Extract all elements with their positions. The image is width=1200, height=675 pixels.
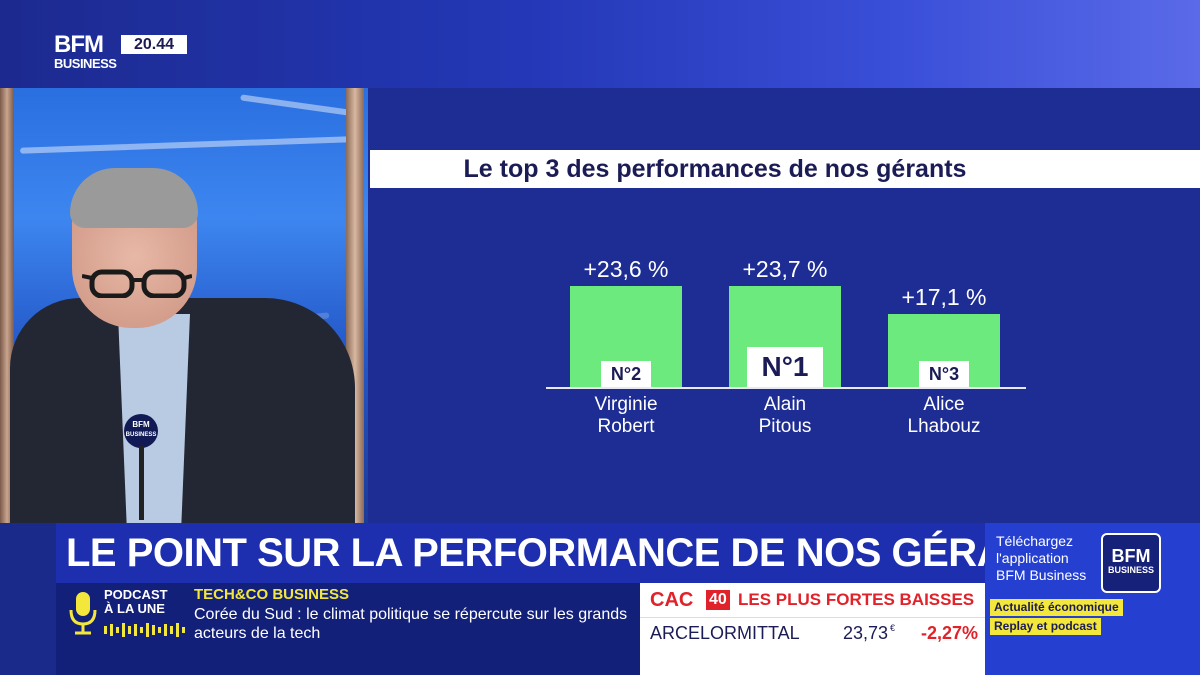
ticker-section-label: TECH&CO BUSINESS (194, 586, 350, 603)
category-label-line: Alice (923, 394, 965, 415)
app-logo-business: BUSINESS (1107, 565, 1154, 575)
promo-line-1: Téléchargez (996, 533, 1074, 549)
ticker-news-text: Corée du Sud : le climat politique se ré… (194, 606, 628, 642)
rank-badge: N°2 (601, 361, 651, 387)
audio-waveform-icon (104, 623, 185, 637)
category-label-line: Alain (763, 394, 807, 415)
clock-time: 20.44 (121, 35, 187, 54)
stock-name: ARCELORMITTAL (650, 623, 800, 643)
studio-light-beam (19, 136, 351, 154)
studio-light-beam (240, 94, 350, 116)
bar-value-label: +23,6 % (583, 256, 669, 282)
top-band (0, 0, 1200, 88)
promo-tag-economic-news: Actualité économique (990, 599, 1123, 616)
market-header (640, 583, 985, 618)
app-logo-bfm: BFM (1111, 546, 1151, 566)
index-number-badge: 40 (706, 590, 730, 610)
mic-flag-bfm: BFM (132, 420, 150, 429)
index-name: CAC (650, 589, 694, 611)
category-label: Alain Pitous (715, 394, 855, 438)
category-label-line: Virginie (594, 394, 658, 415)
glasses-icon (82, 269, 192, 298)
podcast-label-line2: À LA UNE (104, 601, 165, 616)
market-title: LES PLUS FORTES BAISSES (738, 590, 975, 609)
rank-badge: N°1 (747, 347, 823, 387)
category-label-line: Robert (597, 416, 655, 437)
headline-bar (56, 523, 986, 583)
bar-value-label: +23,7 % (742, 256, 828, 282)
logo-business-text: BUSINESS (54, 56, 117, 71)
headline-text: LE POINT SUR LA PERFORMANCE DE NOS GÉRAN… (66, 531, 1084, 575)
category-label-line: Pitous (758, 416, 812, 437)
chart-baseline (546, 387, 1026, 389)
microphone-icon: BFM BUSINESS (124, 414, 158, 448)
mic-flag-business: BUSINESS (125, 432, 157, 438)
app-promo-text: Téléchargez l'application BFM Business (996, 533, 1100, 584)
bfm-business-logo: BFM BUSINESS (54, 33, 118, 75)
chart-title-bar (370, 150, 1200, 188)
promo-line-3: BFM Business (996, 567, 1087, 583)
promo-tag-replay: Replay et podcast (990, 618, 1101, 635)
chart-title: Le top 3 des performances de nos gérants (463, 155, 967, 183)
podcast-microphone-icon (69, 592, 97, 635)
bar-value-label: +17,1 % (901, 284, 987, 310)
category-label: Alice Lhabouz (874, 394, 1014, 438)
stock-change: -2,27% (921, 623, 979, 643)
category-label: Virginie Robert (556, 394, 696, 438)
podcast-label-line1: PODCAST (104, 587, 168, 602)
app-logo-icon: BFM BUSINESS (1101, 533, 1161, 593)
promo-line-2: l'application (996, 550, 1069, 566)
presenter-hair (70, 168, 198, 228)
category-label-line: Lhabouz (907, 416, 981, 437)
rank-badge: N°3 (919, 361, 969, 387)
podcast-label: PODCAST À LA UNE (104, 588, 190, 616)
stock-currency: € (890, 623, 896, 633)
stock-price: 23,73 (843, 623, 889, 643)
studio-video-feed: BFM BUSINESS (0, 88, 368, 523)
logo-bfm-text: BFM (54, 31, 104, 58)
microphone-stand (139, 446, 144, 520)
